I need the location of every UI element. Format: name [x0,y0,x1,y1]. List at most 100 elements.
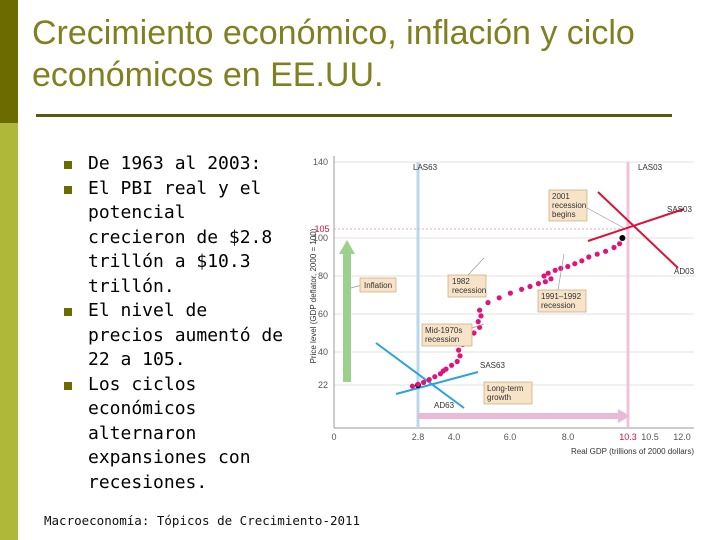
price-path-dot [471,330,477,336]
price-path-dot [594,251,600,257]
price-path-dot [496,295,502,301]
square-bullet-icon [64,185,72,194]
mid70s-callout-line [471,323,485,329]
recession-1982-line2: recession [452,286,486,295]
annotation-mid70s: Mid-1970s recession [421,323,485,347]
bullet-item: De 1963 al 2003: [64,152,284,177]
asad-growth-chart: 105 Inflation Mid-1970s recession 1982 r… [309,156,695,456]
ytick-label: 60 [318,309,328,319]
bullet-item: Los ciclos económicos alternaron expansi… [64,373,284,496]
price-path-dot [541,273,547,279]
recession-1982-line1: 1982 [452,277,470,286]
bullet-list: De 1963 al 2003: El PBI real y el potenc… [64,152,284,495]
x-tick-labels: 0 2.8 4.0 6.0 8.0 10.3 10.5 12.0 [331,432,690,442]
price-path-dot [457,353,463,359]
sas03-label: SAS03 [667,205,692,214]
annotation-longterm: Long-term growth [483,381,533,405]
recession-2001-line1: 2001 [552,192,570,201]
annotation-2001: 2001 recession begins [548,189,625,229]
bullet-text: El PBI real y el potencial crecieron de … [88,177,273,297]
recession-1991-callout-line [557,253,565,291]
recession-1982-box [447,274,487,298]
xtick-label: 4.0 [448,432,461,442]
price-path-dot [542,279,548,285]
mid70s-box [421,323,473,347]
recession-1982-callout-line [467,257,485,276]
sas03-curve [587,208,685,242]
price-path-dot [478,313,484,319]
price-path-dot [558,265,564,271]
growth-arrow-head [618,409,630,423]
price-path-dot [415,381,421,387]
inflation-arrow-shaft [343,254,351,382]
y-axis-title: Price level (GDP deflator, 2000 = 100) [309,228,318,363]
recession-1991-box [537,289,587,313]
x-axis-title: Real GDP (trillions of 2000 dollars) [571,447,694,456]
square-bullet-icon [64,381,72,390]
recession-2001-callout-line [586,207,625,229]
las63-label: LAS63 [413,163,438,172]
slide-title: Crecimiento económico, inflación y ciclo… [32,14,635,94]
xtick-label: 2.8 [412,432,425,442]
bullet-text: De 1963 al 2003: [88,153,262,174]
bullet-text: Los ciclos económicos alternaron expansi… [88,373,251,493]
ad63-label: AD63 [434,401,455,410]
recession-2001-line2: recession [552,201,586,210]
price-path-dot [432,374,438,380]
ytick-105-label: 105 [314,224,329,234]
ad03-curve [597,191,679,269]
annotation-1991: 1991–1992 recession [537,253,587,313]
xtick-label: 6.0 [504,432,517,442]
recession-1991-line2: recession [541,301,575,310]
price-path-dot [449,362,455,368]
recession-2001-line3: begins [552,210,576,219]
recession-2001-box [548,189,588,222]
price-path-dot [527,283,533,290]
price-path-dot [426,377,432,383]
ad03-label: AD03 [674,267,695,276]
inflation-label: Inflation [364,281,392,290]
ytick-label: 80 [318,271,328,281]
price-path-dot [443,366,449,372]
xtick-label-highlight: 10.3 [619,432,637,442]
sas63-label: SAS63 [480,361,505,370]
sas63-curve [395,371,479,395]
bullet-text: El nivel de precios aumentó de 22 a 105. [88,300,284,370]
xtick-label: 0 [331,432,336,442]
price-path-dot [519,286,525,292]
annotation-1982: 1982 recession [447,257,487,298]
ytick-label: 140 [313,157,328,167]
xtick-label: 10.5 [641,432,659,442]
equilibrium-2003-point [619,235,626,241]
price-path-dot [454,358,460,365]
longterm-box [483,381,533,405]
price-path-dot [507,290,513,296]
price-path-dot [409,383,415,389]
price-path-dot [475,319,481,325]
bullet-item: El nivel de precios aumentó de 22 a 105. [64,299,284,373]
slide-sidebar-accent [0,0,18,540]
mid70s-label-line1: Mid-1970s [425,326,462,335]
inflation-box [359,277,397,293]
ytick-label: 100 [313,233,328,243]
recession-1991-line1: 1991–1992 [541,292,582,301]
price-path-dot [603,248,609,254]
ad63-curve [375,342,465,409]
ytick-label: 40 [318,347,328,357]
grid-lines [334,161,694,386]
price-path-dot [535,281,541,287]
ytick-label: 22 [318,380,328,390]
price-path-dot [485,300,491,306]
square-bullet-icon [64,308,72,316]
title-underline [36,114,672,117]
price-path-dot [611,244,617,251]
price-path-dot [617,241,623,247]
las03-label: LAS03 [638,163,663,172]
price-path-dot [572,261,578,267]
slide-sidebar-accent-top [0,0,18,123]
price-path-dot [545,270,551,276]
annotation-inflation: Inflation [359,277,397,293]
price-path-dot [456,347,462,353]
slide-footer: Macroeconomía: Tópicos de Crecimiento-20… [44,513,361,528]
bullet-item: El PBI real y el potencial crecieron de … [64,177,284,300]
